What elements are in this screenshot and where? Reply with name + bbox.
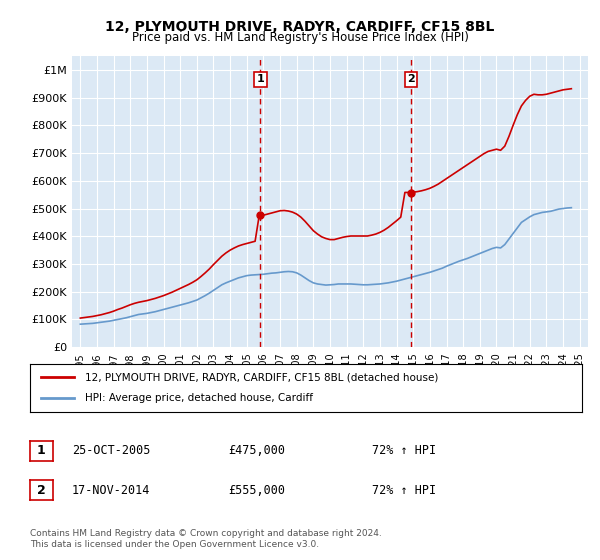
Text: £475,000: £475,000 — [228, 444, 285, 458]
Text: 72% ↑ HPI: 72% ↑ HPI — [372, 444, 436, 458]
Text: Contains HM Land Registry data © Crown copyright and database right 2024.
This d: Contains HM Land Registry data © Crown c… — [30, 529, 382, 549]
Text: HPI: Average price, detached house, Cardiff: HPI: Average price, detached house, Card… — [85, 393, 313, 403]
Text: £555,000: £555,000 — [228, 483, 285, 497]
Text: 25-OCT-2005: 25-OCT-2005 — [72, 444, 151, 458]
Text: 72% ↑ HPI: 72% ↑ HPI — [372, 483, 436, 497]
Text: Price paid vs. HM Land Registry's House Price Index (HPI): Price paid vs. HM Land Registry's House … — [131, 31, 469, 44]
Text: 12, PLYMOUTH DRIVE, RADYR, CARDIFF, CF15 8BL (detached house): 12, PLYMOUTH DRIVE, RADYR, CARDIFF, CF15… — [85, 372, 439, 382]
Text: 2: 2 — [407, 74, 415, 85]
Text: 12, PLYMOUTH DRIVE, RADYR, CARDIFF, CF15 8BL: 12, PLYMOUTH DRIVE, RADYR, CARDIFF, CF15… — [106, 20, 494, 34]
Text: 1: 1 — [37, 444, 46, 458]
Text: 2: 2 — [37, 483, 46, 497]
Text: 17-NOV-2014: 17-NOV-2014 — [72, 483, 151, 497]
Text: 1: 1 — [257, 74, 264, 85]
